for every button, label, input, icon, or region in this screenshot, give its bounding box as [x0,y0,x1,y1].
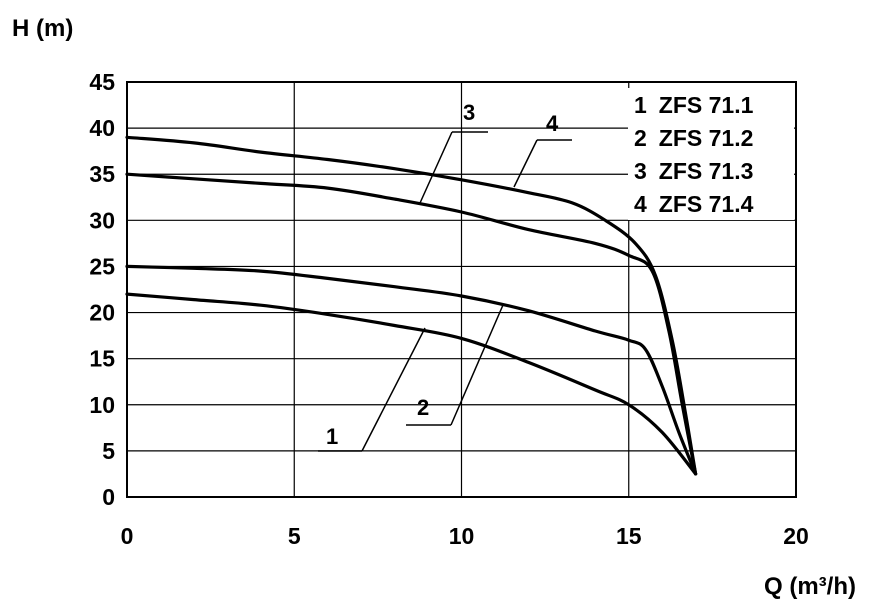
y-tick-label-9: 45 [89,69,115,95]
y-axis-title: H (m) [12,15,73,42]
callouts: 1 2 3 4 [318,100,572,452]
curves [125,135,698,476]
x-tick-label-4: 20 [783,523,809,549]
x-axis-title: Q (m³/h) [764,573,856,600]
curve-4 [125,135,698,476]
callout-label-3: 3 [463,100,475,125]
callout-label-1: 1 [326,424,338,449]
x-tick-label-1: 5 [288,523,301,549]
legend-box [628,88,794,220]
curve-1 [125,292,698,476]
callout-label-4: 4 [546,111,559,136]
y-tick-label-0: 0 [102,484,115,510]
x-tick-label-2: 10 [449,523,475,549]
callout-leader-2b [450,304,504,426]
legend-entry-2: 2 ZFS 71.2 [634,125,753,151]
callout-leader-4b [513,139,538,188]
legend-entry-1: 1 ZFS 71.1 [634,92,754,118]
y-tick-label-4: 20 [89,300,115,326]
y-tick-label-5: 25 [89,253,115,279]
y-tick-label-2: 10 [89,392,115,418]
y-tick-label-6: 30 [89,207,115,233]
y-tick-label-7: 35 [89,161,115,187]
x-tick-label-3: 15 [616,523,642,549]
legend-entry-3: 3 ZFS 71.3 [634,158,753,184]
curve-2 [125,264,698,476]
curve-3 [125,172,698,476]
callout-label-2: 2 [417,395,429,420]
legend: 1 ZFS 71.1 2 ZFS 71.2 3 ZFS 71.3 4 ZFS 71.4 [634,92,754,217]
plot-border [126,81,797,498]
y-tick-label-1: 5 [102,438,115,464]
y-tick-label-3: 15 [89,346,115,372]
callout-leader-3b [419,131,453,204]
callout-leader-1b [361,327,426,452]
x-tick-label-0: 0 [121,523,134,549]
y-tick-label-8: 40 [89,115,115,141]
legend-entry-4: 4 ZFS 71.4 [634,191,754,217]
tick-labels: 0 5 10 15 20 25 30 35 40 45 0 5 10 15 20 [89,69,808,549]
